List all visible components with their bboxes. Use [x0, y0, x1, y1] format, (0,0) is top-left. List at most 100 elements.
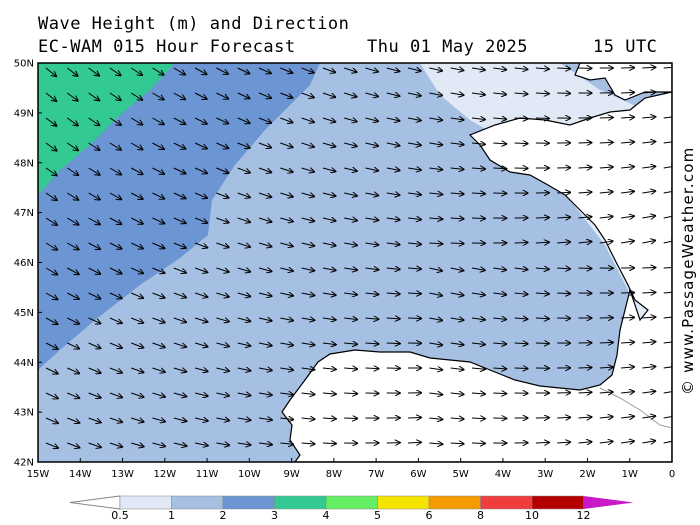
direction-arrow: [130, 67, 142, 75]
direction-arrow: [280, 167, 292, 172]
direction-arrow: [152, 217, 165, 223]
direction-arrow: [109, 142, 121, 150]
direction-arrow: [493, 143, 506, 144]
direction-arrow: [386, 243, 400, 245]
lon-tick-label: 4W: [495, 469, 511, 480]
direction-arrow: [130, 217, 143, 224]
direction-arrow: [535, 217, 549, 218]
direction-arrow: [365, 368, 379, 369]
direction-arrow: [493, 93, 506, 94]
direction-arrow: [642, 441, 655, 443]
direction-arrow: [280, 418, 293, 420]
direction-arrow: [194, 92, 207, 99]
direction-arrow: [493, 68, 506, 70]
direction-arrow: [471, 343, 485, 344]
direction-arrow: [344, 368, 357, 369]
direction-arrow: [642, 67, 655, 68]
direction-arrow: [386, 268, 400, 269]
direction-arrow: [429, 93, 442, 95]
direction-arrow: [578, 242, 592, 243]
direction-arrow: [194, 67, 206, 74]
direction-arrow: [429, 143, 442, 145]
direction-arrow: [471, 393, 485, 394]
direction-arrow: [216, 192, 228, 198]
direction-arrow: [663, 116, 672, 118]
direction-arrow: [173, 67, 185, 75]
direction-arrow: [109, 117, 121, 125]
lon-tick-label: 7W: [368, 469, 384, 480]
direction-arrow: [109, 267, 122, 274]
direction-arrow: [152, 92, 164, 100]
direction-arrow: [344, 93, 356, 97]
direction-arrow: [237, 443, 251, 445]
direction-arrow: [471, 118, 485, 120]
direction-arrow: [535, 242, 549, 243]
direction-arrow: [663, 267, 672, 268]
direction-arrow: [514, 268, 528, 270]
direction-arrow: [216, 117, 228, 123]
direction-arrow: [216, 242, 228, 247]
lon-tick-label: 1W: [622, 469, 638, 480]
direction-arrow: [344, 318, 357, 320]
lon-tick-label: 2W: [579, 469, 595, 480]
direction-arrow: [301, 243, 315, 246]
direction-arrow: [578, 392, 592, 393]
direction-arrow: [663, 67, 672, 68]
direction-arrow: [578, 167, 592, 168]
direction-arrow: [471, 318, 485, 320]
wave-height-field: [38, 63, 672, 462]
direction-arrow: [429, 193, 442, 194]
direction-arrow: [471, 168, 485, 169]
latitude-ticks: 50N 49N 48N 47N 46N 45N 44N 43N 42N: [14, 59, 42, 469]
direction-arrow: [173, 393, 187, 396]
colorbar-label: 0.5: [111, 509, 129, 522]
direction-arrow: [109, 67, 121, 75]
direction-arrow: [216, 443, 229, 445]
direction-arrow: [237, 117, 250, 123]
direction-arrow: [152, 242, 165, 248]
direction-arrow: [45, 317, 57, 324]
direction-arrow: [258, 268, 272, 271]
colorbar-min-arrow: [69, 495, 121, 510]
direction-arrow: [471, 93, 485, 95]
direction-arrow: [216, 92, 228, 99]
direction-arrow: [535, 93, 549, 94]
direction-arrow: [109, 92, 121, 100]
direction-arrow: [493, 318, 506, 319]
lat-tick-label: 49N: [14, 108, 34, 119]
direction-arrow: [109, 367, 122, 373]
direction-arrow: [237, 293, 251, 296]
direction-arrow: [152, 418, 166, 422]
direction-arrow: [557, 268, 570, 269]
direction-arrow: [258, 393, 272, 395]
direction-arrow: [599, 216, 613, 218]
direction-arrow: [642, 317, 655, 318]
direction-arrow: [599, 142, 613, 143]
direction-arrow: [408, 417, 421, 418]
direction-arrow: [642, 191, 655, 193]
direction-arrow: [365, 143, 379, 146]
direction-arrow: [258, 192, 271, 197]
direction-arrow: [621, 92, 634, 93]
direction-arrow: [45, 367, 58, 374]
direction-arrow: [280, 393, 293, 395]
direction-arrow: [194, 217, 207, 223]
direction-arrow: [280, 268, 293, 271]
direction-arrow: [152, 317, 165, 323]
direction-arrow: [280, 293, 293, 296]
direction-arrow: [130, 142, 142, 149]
direction-arrow: [152, 292, 165, 298]
direction-arrow: [429, 168, 442, 170]
direction-arrow: [450, 118, 464, 120]
direction-arrow: [45, 192, 57, 200]
direction-arrow: [407, 93, 421, 96]
direction-arrow: [408, 193, 421, 195]
direction-arrow: [599, 367, 613, 368]
direction-arrow: [386, 143, 400, 146]
direction-arrow: [578, 217, 592, 218]
colorbar-swatch: [480, 495, 533, 510]
direction-arrow: [45, 417, 58, 423]
colorbar-label: 12: [577, 509, 591, 522]
direction-arrow: [344, 118, 357, 122]
direction-arrow: [67, 242, 78, 249]
